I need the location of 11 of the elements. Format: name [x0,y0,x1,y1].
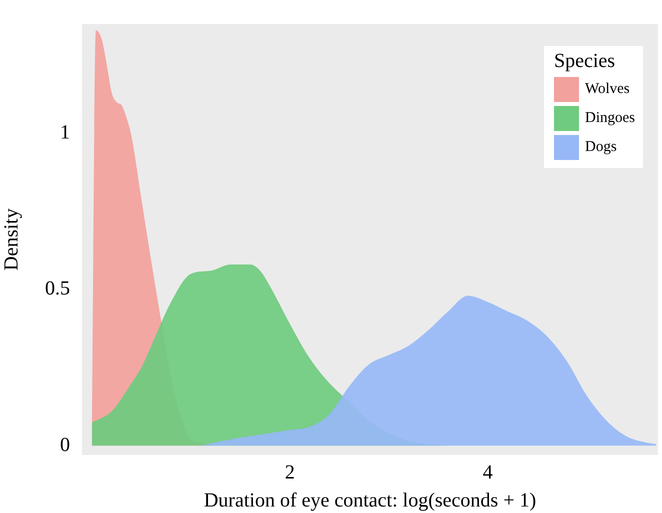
legend-title: Species [554,50,616,73]
y-tick-label: 0.5 [45,278,70,300]
legend-label: Wolves [585,81,630,98]
y-axis-title: Density [0,208,22,271]
x-tick-label: 2 [284,461,295,484]
legend-label: Dingoes [585,110,635,127]
legend-label: Dogs [585,139,617,156]
x-tick-label: 4 [482,461,493,484]
x-axis-title: Duration of eye contact: log(seconds + 1) [204,489,536,512]
y-tick-label: 0 [60,434,70,456]
y-tick-label: 1 [60,122,70,144]
